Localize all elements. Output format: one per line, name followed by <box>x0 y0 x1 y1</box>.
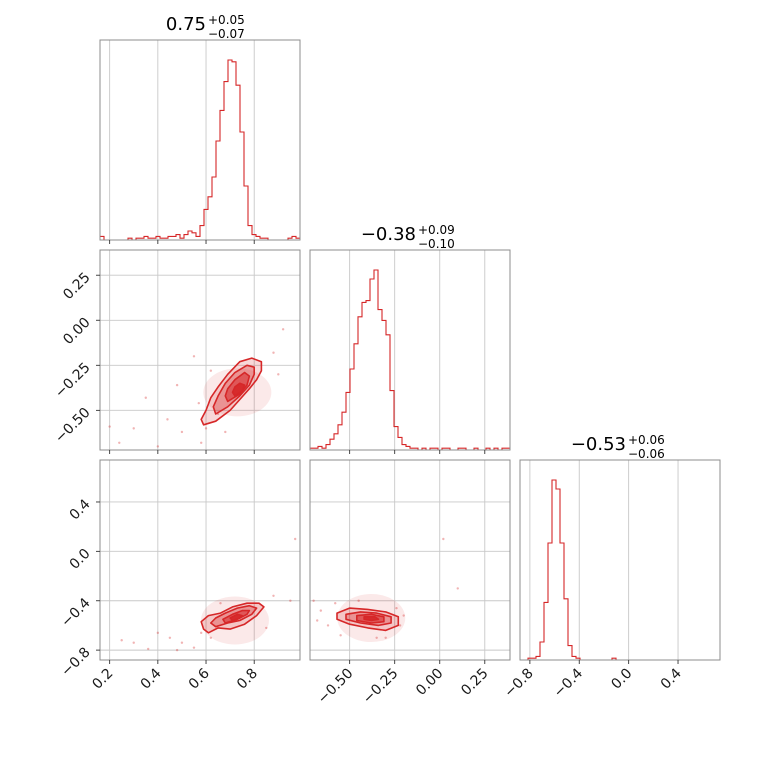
scatter-point <box>108 425 111 428</box>
scatter-point <box>339 634 342 637</box>
panel-frame <box>99 459 301 661</box>
param-title-value: −0.38 <box>361 224 416 245</box>
scatter-point <box>180 641 184 644</box>
scatter-point <box>209 636 213 639</box>
contour-level-4 <box>229 613 243 622</box>
panel-frame <box>309 249 511 451</box>
scatter-point <box>204 427 208 430</box>
y-tick-label: −0.4 <box>58 595 93 630</box>
x-tick-label: 0.4 <box>138 665 165 692</box>
pair-panel-1-3 <box>96 459 301 664</box>
pair-content <box>120 537 297 652</box>
param-title-minus: −0.06 <box>628 447 665 461</box>
scatter-point <box>272 351 275 354</box>
diag-panel-3: −0.53 +0.06−0.06 <box>519 433 721 664</box>
histogram-2 <box>310 269 510 451</box>
scatter-point <box>118 441 121 444</box>
x-tick-label: −0.25 <box>360 666 402 708</box>
scatter-point <box>168 636 172 639</box>
pair-panel-2-3 <box>309 459 511 664</box>
diag-panel-1: 0.75 +0.05−0.07 <box>99 13 301 244</box>
scatter-point <box>175 648 179 652</box>
scatter-point <box>384 636 387 639</box>
scatter-point <box>281 328 285 331</box>
contour-level-4 <box>363 615 380 622</box>
scatter-point <box>209 369 213 372</box>
scatter-point <box>175 383 179 387</box>
param-title-plus: +0.09 <box>418 223 455 237</box>
scatter-point <box>144 396 147 399</box>
y-tick-label: 0.25 <box>60 270 93 303</box>
panel-frame <box>99 249 301 451</box>
param-title-minus: −0.10 <box>418 237 455 251</box>
y-tick-label: 0.00 <box>60 315 93 348</box>
param-title-plus: +0.06 <box>628 433 665 447</box>
scatter-point <box>334 602 337 605</box>
param-title-plus: +0.05 <box>208 13 245 27</box>
scatter-point <box>132 641 135 644</box>
pair-panel-1-2 <box>96 249 301 454</box>
x-tick-label: 0.2 <box>89 666 116 693</box>
scatter-point <box>316 619 319 622</box>
scatter-point <box>395 606 398 610</box>
scatter-point <box>156 631 160 635</box>
panel-frame <box>309 459 511 661</box>
scatter-point <box>398 624 402 627</box>
x-tick-label: 0.6 <box>186 665 213 692</box>
y-tick-label: 0.0 <box>67 546 94 573</box>
scatter-point <box>120 639 123 642</box>
panel-frame <box>99 39 301 241</box>
panel-frame <box>519 459 721 661</box>
x-tick-label: 0.00 <box>413 666 446 699</box>
scatter-point <box>442 537 445 541</box>
scatter-point <box>192 646 196 649</box>
scatter-point <box>293 537 297 541</box>
scatter-point <box>402 614 405 617</box>
y-tick-label: −0.25 <box>52 360 94 402</box>
x-tick-label: −0.8 <box>501 666 536 701</box>
scatter-point <box>326 624 330 627</box>
diag-panel-2: −0.38 +0.09−0.10 <box>309 223 511 454</box>
param-title-minus: −0.07 <box>208 27 245 41</box>
scatter-point <box>219 602 222 605</box>
scatter-point <box>156 445 160 448</box>
x-tick-label: 0.25 <box>458 666 491 699</box>
x-tick-label: −0.4 <box>551 665 586 700</box>
scatter-point <box>265 626 268 630</box>
scatter-point <box>224 430 227 434</box>
pair-content <box>312 537 459 643</box>
y-tick-label: −0.50 <box>52 405 94 447</box>
scatter-point <box>272 594 275 598</box>
scatter-point <box>456 587 459 590</box>
scatter-point <box>289 599 292 602</box>
scatter-point <box>277 373 280 376</box>
scatter-point <box>319 609 323 612</box>
scatter-point <box>357 599 360 602</box>
scatter-point <box>166 418 169 421</box>
x-tick-label: 0.0 <box>608 666 635 693</box>
x-tick-label: −0.50 <box>315 666 357 708</box>
histogram-3 <box>520 479 720 661</box>
scatter-point <box>192 355 196 358</box>
scatter-point <box>312 599 315 602</box>
param-title-value: 0.75 <box>166 14 206 35</box>
x-tick-label: 0.4 <box>658 665 685 692</box>
y-tick-label: 0.4 <box>67 496 94 523</box>
y-tick-label: −0.8 <box>58 644 93 679</box>
scatter-point <box>146 647 150 651</box>
scatter-point <box>200 441 203 444</box>
histogram-1 <box>100 59 300 241</box>
pair-content <box>108 328 285 448</box>
scatter-point <box>200 631 203 635</box>
x-tick-label: 0.8 <box>234 666 261 693</box>
param-title-value: −0.53 <box>571 434 626 455</box>
scatter-point <box>180 430 184 434</box>
contour-level-4 <box>231 382 246 397</box>
scatter-point <box>375 636 378 639</box>
scatter-point <box>197 401 200 405</box>
scatter-point <box>132 427 135 430</box>
